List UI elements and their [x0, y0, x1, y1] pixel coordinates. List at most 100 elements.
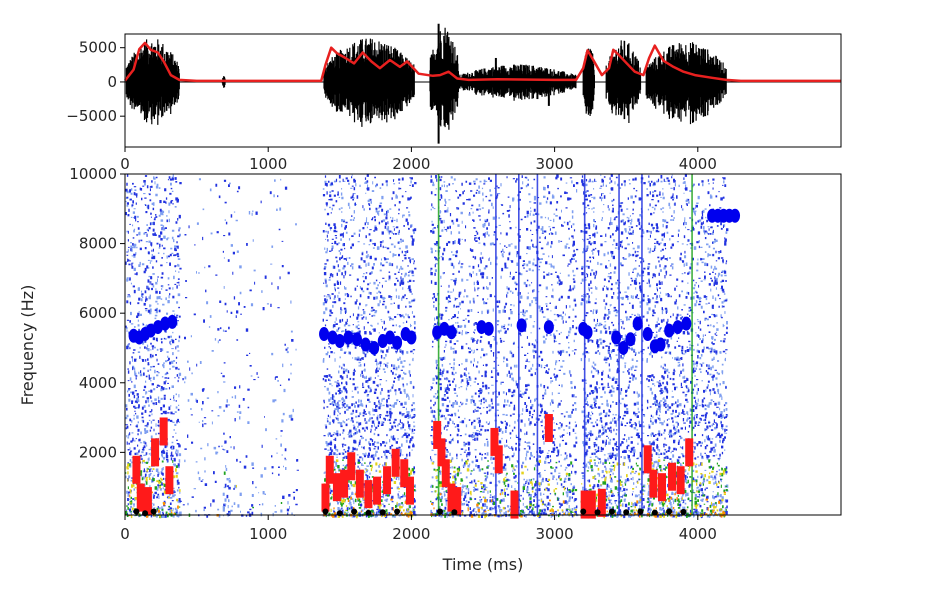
spectrogram-noise — [646, 174, 729, 518]
formant-high-point — [446, 325, 457, 340]
formant-f0-point — [651, 509, 658, 516]
waveform-x-tick-label: 3000 — [536, 155, 574, 173]
formant-low-point — [544, 414, 553, 443]
waveform-y-tick-label: −5000 — [66, 107, 117, 125]
formant-high-point — [582, 325, 593, 340]
formant-f0-point — [594, 509, 601, 516]
formant-f0-point — [437, 508, 444, 515]
spectrogram-noise — [125, 174, 182, 518]
waveform-segment — [645, 42, 727, 125]
formant-low-point — [494, 445, 503, 474]
formant-high-point — [642, 327, 653, 342]
formant-low-point — [405, 476, 414, 505]
spectrogram-y-tick-label: 6000 — [79, 304, 117, 322]
formant-f0-point — [666, 508, 673, 515]
formant-low-point — [151, 438, 160, 467]
formant-high-point — [360, 337, 371, 352]
formant-high-point — [516, 318, 527, 333]
formant-low-point — [332, 473, 341, 502]
formant-low-point — [597, 488, 606, 517]
formant-high-point — [672, 320, 683, 335]
formant-f0-point — [133, 508, 140, 515]
y-axis-title: Frequency (Hz) — [18, 285, 37, 406]
x-axis-title: Time (ms) — [442, 555, 524, 574]
formant-low-point — [676, 466, 685, 495]
formant-f0-point — [623, 509, 630, 516]
formant-low-point — [587, 490, 596, 519]
spectrogram-x-tick-label: 3000 — [536, 525, 574, 543]
formant-high-point — [730, 208, 741, 223]
spectrogram-frame — [124, 173, 842, 516]
waveform-plot-area — [125, 34, 841, 147]
formant-low-point — [649, 469, 658, 498]
formant-low-point — [490, 427, 499, 456]
formant-low-point — [437, 438, 446, 467]
formant-low-point — [510, 490, 519, 519]
spectrogram-x-tick-label: 2000 — [392, 525, 430, 543]
spectrogram-plot-area — [125, 174, 841, 515]
spectrogram-x-tick-label: 1000 — [249, 525, 287, 543]
spectrogram-y-tick-label: 4000 — [79, 374, 117, 392]
spectrogram-x-tick-label: 0 — [120, 525, 130, 543]
formant-low-point — [453, 487, 462, 516]
formant-f0-point — [322, 508, 329, 515]
spectrogram-marks — [125, 174, 741, 519]
spectrogram-y-tick-label: 10000 — [69, 165, 117, 183]
spectrogram-energy-mid — [580, 459, 645, 518]
spectrogram-noise — [322, 174, 417, 518]
formant-f0-point — [608, 508, 615, 515]
formant-high-point — [483, 321, 494, 336]
formant-low-point — [580, 490, 589, 519]
formant-f0-point — [351, 508, 358, 515]
formant-high-point — [632, 316, 643, 331]
waveform-x-tick-label: 2000 — [392, 155, 430, 173]
waveform-x-tick-label: 0 — [120, 155, 130, 173]
formant-high-point — [664, 323, 675, 338]
waveform-frame — [124, 33, 842, 148]
waveform-segment — [125, 39, 180, 125]
spectrogram-noise — [580, 174, 646, 518]
formant-high-point — [543, 320, 554, 335]
formant-low-point — [643, 445, 652, 474]
formant-low-point — [373, 476, 382, 505]
formant-low-point — [143, 487, 152, 516]
formant-high-point — [625, 332, 636, 347]
formant-low-point — [447, 483, 456, 512]
formant-low-point — [685, 438, 694, 467]
waveform-ticks: 5000 0 −5000 0 1000 2000 3000 4000 — [66, 39, 717, 173]
spectrogram-y-tick-label: 8000 — [79, 235, 117, 253]
formant-low-point — [165, 466, 174, 495]
waveform-segment — [605, 40, 642, 123]
formant-low-point — [321, 483, 330, 512]
formant-high-point — [343, 330, 354, 345]
spectrogram-ticks: 2000 4000 6000 8000 10000 0 1000 2000 3000 4000 — [69, 165, 717, 543]
formant-f0-point — [379, 509, 386, 516]
formant-low-point — [355, 469, 364, 498]
spectrogram-noise — [458, 174, 579, 518]
formant-high-point — [618, 340, 629, 355]
formant-low-point — [391, 448, 400, 477]
spectrogram-energy-mid — [430, 466, 461, 518]
spectrogram-noise-light — [646, 174, 729, 519]
waveform-axes: 5000 0 −5000 0 1000 2000 3000 4000 — [66, 23, 842, 173]
formant-high-point — [611, 330, 622, 345]
waveform-marks — [124, 23, 841, 144]
formant-f0-point — [680, 508, 687, 515]
formant-low-point — [325, 455, 334, 484]
formant-low-point — [658, 473, 666, 502]
formant-f0-point — [365, 509, 372, 516]
spectrogram-energy-high — [235, 485, 237, 488]
waveform-segment — [582, 48, 595, 116]
formant-f0-point — [580, 508, 587, 515]
spectrogram-energy-mid — [646, 459, 728, 518]
spectrogram-y-tick-label: 2000 — [79, 443, 117, 461]
formant-high-point — [655, 337, 666, 352]
formant-f0-point — [150, 508, 157, 515]
formant-f0-point — [637, 508, 644, 515]
formant-high-point — [681, 316, 692, 331]
formant-low-point — [668, 462, 677, 491]
formant-high-point — [369, 340, 380, 355]
formant-high-point — [334, 334, 345, 349]
waveform-y-tick-label: 5000 — [79, 39, 117, 57]
